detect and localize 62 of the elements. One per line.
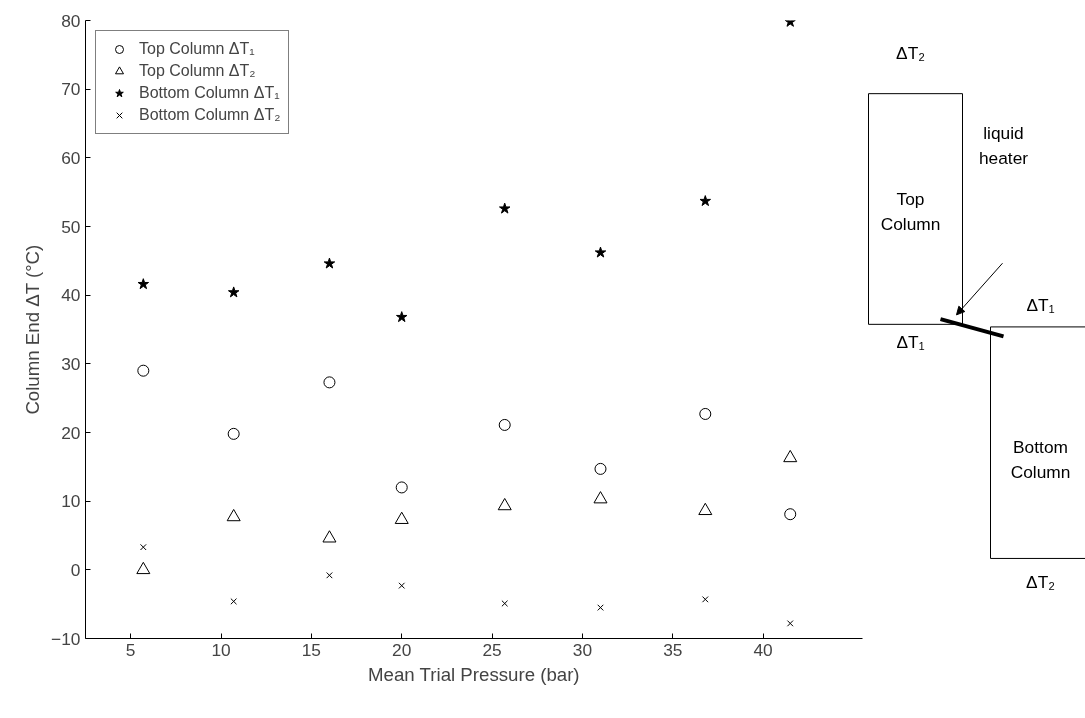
x-tick-label: 10 (211, 639, 231, 660)
point (395, 311, 408, 323)
x-tick-label: 25 (482, 639, 502, 660)
x-tick-label: 40 (753, 639, 773, 660)
point (326, 572, 333, 579)
text: liquid heater (978, 122, 1029, 168)
point (701, 596, 709, 603)
legend-label: Top Column ΔT₁ (139, 40, 255, 58)
point (227, 286, 240, 298)
legend-label: Top Column ΔT₂ (139, 62, 256, 80)
text: ΔT₂ (1026, 571, 1055, 592)
point (784, 508, 797, 521)
y-tick-label: −10 (51, 628, 81, 649)
y-tick-label: 30 (61, 353, 81, 374)
x-tick-label: 20 (392, 639, 412, 660)
y-tick-label: 10 (61, 491, 81, 512)
y-tick-label: 0 (70, 559, 81, 580)
x-tick-label: 35 (663, 639, 683, 660)
text: Bottom Column (1010, 436, 1071, 482)
point (699, 195, 712, 207)
x-tick-label: 5 (125, 639, 136, 660)
point (323, 376, 336, 389)
point (137, 278, 150, 290)
x-tick-label: 15 (301, 639, 322, 660)
y-tick-label: 80 (61, 10, 81, 31)
point (137, 364, 150, 377)
text: Top Column (880, 189, 941, 235)
text: ΔT₁ (1026, 294, 1055, 315)
point (230, 598, 237, 605)
y-tick-label: 50 (61, 216, 81, 237)
legend-label: Bottom Column ΔT₁ (139, 84, 280, 102)
y-tick-label: 60 (61, 147, 81, 168)
point (136, 561, 151, 575)
point (395, 481, 408, 494)
point (139, 543, 147, 551)
point (322, 530, 337, 543)
point (226, 508, 241, 522)
point (594, 462, 607, 475)
text: ΔT₂ (896, 43, 925, 64)
point (698, 502, 713, 516)
y-tick-label: 20 (61, 422, 81, 443)
point (498, 418, 511, 431)
point (594, 246, 607, 258)
point (593, 491, 608, 504)
point (394, 511, 409, 524)
point (699, 407, 712, 420)
point (597, 604, 604, 611)
text: ΔT₁ (896, 331, 925, 352)
point (497, 497, 512, 511)
y-tick-label: 70 (61, 79, 81, 100)
y-tick-label: 40 (61, 285, 81, 306)
point (786, 620, 794, 627)
point (323, 257, 336, 269)
point (498, 202, 511, 214)
x-axis-title: Mean Trial Pressure (bar) (368, 663, 580, 685)
point (227, 427, 240, 440)
point (398, 582, 406, 589)
x-tick-label: 30 (572, 639, 593, 660)
point (783, 449, 798, 463)
y-axis-title: Column End ΔT (°C) (22, 244, 44, 415)
legend-label: Bottom Column ΔT₂ (139, 106, 281, 124)
point (501, 600, 509, 607)
